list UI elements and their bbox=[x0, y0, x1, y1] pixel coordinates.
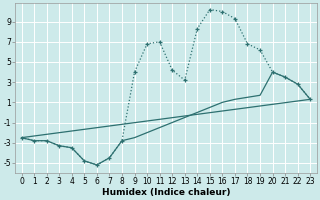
X-axis label: Humidex (Indice chaleur): Humidex (Indice chaleur) bbox=[102, 188, 230, 197]
